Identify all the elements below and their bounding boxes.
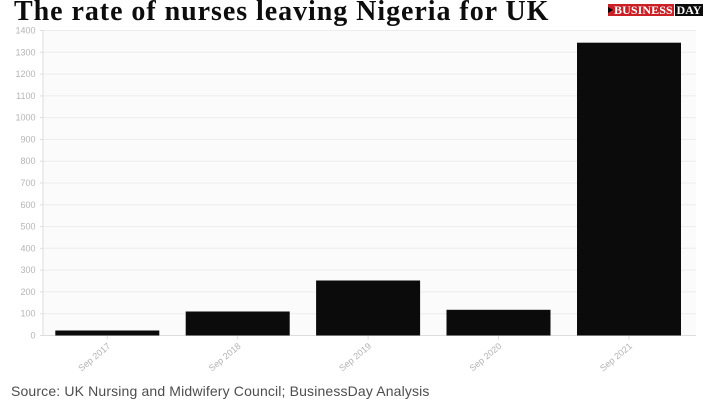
svg-text:700: 700 <box>20 178 35 188</box>
svg-text:200: 200 <box>20 287 35 297</box>
svg-text:1300: 1300 <box>15 47 35 57</box>
svg-text:300: 300 <box>20 265 35 275</box>
svg-text:900: 900 <box>20 134 35 144</box>
svg-text:1400: 1400 <box>15 26 35 36</box>
svg-text:800: 800 <box>20 156 35 166</box>
svg-text:Sep 2019: Sep 2019 <box>337 341 373 373</box>
svg-text:1100: 1100 <box>16 91 35 101</box>
svg-text:Sep 2017: Sep 2017 <box>76 341 112 373</box>
svg-text:400: 400 <box>20 243 35 253</box>
svg-text:100: 100 <box>20 309 35 319</box>
svg-text:0: 0 <box>30 331 35 341</box>
svg-text:1000: 1000 <box>15 113 35 123</box>
svg-text:Sep 2020: Sep 2020 <box>468 341 504 373</box>
svg-text:600: 600 <box>20 200 35 210</box>
svg-text:500: 500 <box>20 222 35 232</box>
svg-text:Sep 2018: Sep 2018 <box>207 341 243 373</box>
svg-text:Sep 2021: Sep 2021 <box>598 341 634 373</box>
svg-text:1200: 1200 <box>15 69 35 79</box>
